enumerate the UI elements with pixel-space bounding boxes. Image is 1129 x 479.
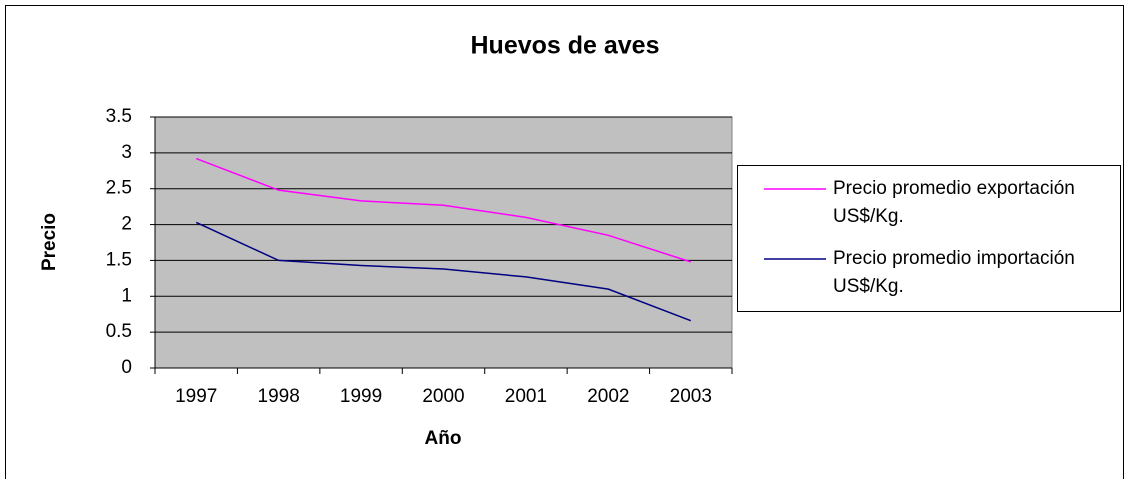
y-tick-label: 2.5 xyxy=(106,178,132,199)
x-tick-label: 1999 xyxy=(340,386,382,407)
x-tick-label: 2003 xyxy=(670,386,712,407)
y-tick-label: 0.5 xyxy=(106,321,132,342)
x-tick-label: 1998 xyxy=(258,386,300,407)
x-tick-label: 1997 xyxy=(175,386,217,407)
series-line xyxy=(195,221,692,322)
y-tick-label: 2 xyxy=(121,214,132,235)
plot-area xyxy=(154,116,733,369)
y-tick-label: 3 xyxy=(121,142,132,163)
y-axis-label: Precio xyxy=(39,213,60,271)
legend-box xyxy=(737,165,1121,312)
series-line xyxy=(195,157,692,263)
x-axis-label: Año xyxy=(425,428,462,449)
y-tick-label: 1.5 xyxy=(106,249,132,270)
legend-label: Precio promedio importación US$/Kg. xyxy=(833,248,1075,297)
x-tick-label: 2002 xyxy=(587,386,629,407)
x-tick-label: 2001 xyxy=(505,386,547,407)
x-tick-label: 2000 xyxy=(422,386,464,407)
chart-title: Huevos de aves xyxy=(471,32,660,60)
y-tick-label: 1 xyxy=(121,285,132,306)
legend-label: Precio promedio exportación US$/Kg. xyxy=(833,178,1075,227)
y-tick-label: 0 xyxy=(121,357,132,378)
y-tick-label: 3.5 xyxy=(106,106,132,127)
